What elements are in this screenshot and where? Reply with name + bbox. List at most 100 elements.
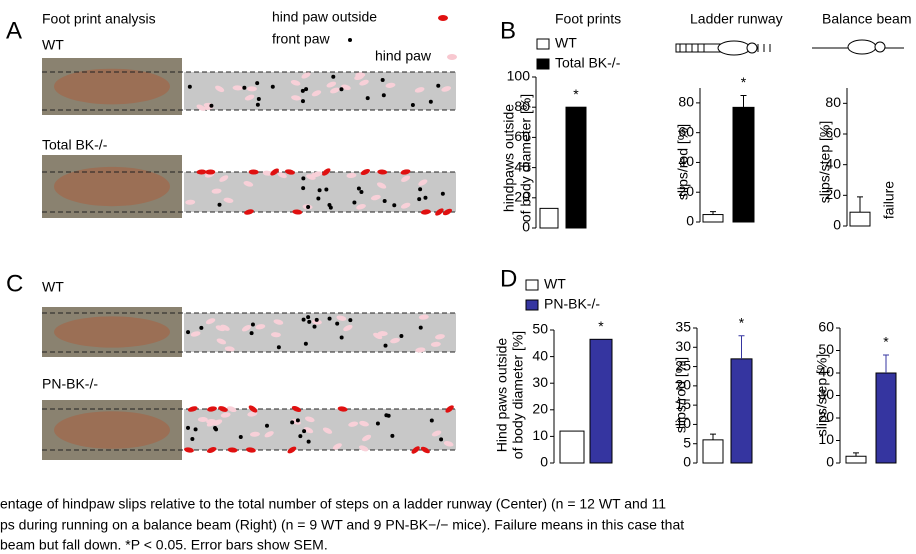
hind-paw-print — [246, 86, 257, 92]
annotation: * — [741, 74, 747, 90]
front-paw-print — [209, 103, 214, 108]
hind-paw-print — [211, 188, 222, 194]
hind-paw-print — [435, 334, 445, 340]
front-paw-print — [306, 439, 311, 444]
hind-paw-print — [244, 94, 255, 101]
y-tick-label: 40 — [678, 153, 694, 169]
hind-paw-print — [330, 87, 340, 94]
legend-icon — [348, 38, 352, 42]
caption-line: beam but fall down. *P < 0.05. Error bar… — [0, 537, 328, 553]
outside-paw-print — [445, 405, 454, 413]
front-paw-print — [392, 203, 397, 208]
y-tick-label: 0 — [833, 217, 841, 233]
hind-paw-print — [290, 80, 301, 86]
front-paw-print — [217, 202, 222, 207]
front-paw-print — [348, 318, 353, 323]
hind-paw-print — [223, 197, 234, 203]
outside-paw-print — [206, 447, 217, 453]
chart-title: Balance beam — [822, 11, 912, 27]
hind-paw-print — [377, 331, 388, 337]
front-paw-print — [249, 331, 254, 336]
front-paw-print — [382, 199, 387, 204]
y-tick-label: 5 — [683, 434, 691, 450]
hind-paw-print — [370, 194, 381, 201]
y-tick-label: 50 — [818, 341, 834, 357]
hind-paw-print — [415, 347, 426, 353]
outside-paw-print — [337, 406, 348, 412]
front-paw-print — [352, 200, 357, 205]
group-label: WT — [42, 279, 64, 295]
y-tick-label: 40 — [825, 155, 841, 171]
ladder-icon — [675, 40, 771, 56]
y-axis-label: of body diameter [%] — [510, 331, 526, 459]
y-tick-label: 60 — [825, 125, 841, 141]
hind-paw-print — [220, 412, 231, 418]
y-tick-label: 50 — [532, 321, 548, 337]
hind-paw-print — [401, 175, 411, 182]
hind-paw-print — [343, 324, 353, 332]
annotation: failure — [881, 181, 897, 219]
front-paw-print — [186, 330, 191, 335]
annotation: * — [573, 86, 579, 102]
hind-paw-print — [277, 172, 287, 179]
outside-paw-print — [196, 169, 207, 175]
mouse-body — [54, 166, 170, 207]
front-paw-print — [386, 413, 391, 418]
y-tick-label: 0 — [683, 454, 691, 470]
outside-paw-print — [244, 209, 254, 215]
legend-label: Total BK-/- — [555, 55, 621, 71]
y-tick-label: 40 — [514, 158, 530, 174]
hind-paw-print — [322, 427, 333, 434]
y-tick-label: 15 — [675, 396, 691, 412]
y-tick-label: 20 — [818, 409, 834, 425]
outside-paw-print — [227, 447, 238, 453]
hind-paw-print — [255, 324, 266, 330]
hind-paw-print — [220, 324, 230, 331]
front-paw-print — [270, 84, 275, 89]
front-paw-print — [423, 195, 428, 200]
front-paw-print — [213, 425, 218, 430]
hind-paw-print — [385, 82, 396, 88]
front-paw-print — [199, 325, 204, 330]
y-tick-label: 10 — [532, 427, 548, 443]
front-paw-print — [417, 197, 422, 202]
y-tick-label: 20 — [675, 377, 691, 393]
bar — [702, 439, 724, 464]
outside-paw-print — [207, 406, 217, 412]
y-tick-label: 60 — [818, 319, 834, 335]
annotation: * — [598, 318, 604, 334]
hind-paw-print — [215, 85, 225, 93]
front-paw-print — [317, 188, 322, 193]
y-tick-label: 40 — [818, 364, 834, 380]
hind-paw-print — [400, 202, 411, 209]
front-paw-print — [429, 418, 434, 423]
front-paw-print — [255, 102, 260, 107]
group-label: Total BK-/- — [42, 137, 108, 153]
front-paw-print — [301, 317, 306, 322]
front-paw-print — [418, 325, 423, 330]
legend-icon — [447, 54, 457, 60]
y-axis-label: of body diameter [%] — [518, 94, 534, 222]
front-paw-print — [312, 324, 317, 329]
hind-paw-print — [190, 331, 201, 337]
front-paw-print — [339, 335, 344, 340]
outside-paw-print — [400, 169, 411, 175]
front-paw-print — [193, 427, 198, 432]
hind-paw-print — [303, 427, 314, 434]
bar — [875, 372, 897, 464]
front-paw-print — [327, 316, 332, 321]
y-tick-label: 0 — [686, 213, 694, 229]
annotation: * — [883, 334, 889, 350]
outside-paw-print — [187, 406, 198, 412]
chart-title: Foot prints — [555, 11, 621, 27]
y-tick-label: 20 — [678, 183, 694, 199]
y-tick-label: 10 — [818, 431, 834, 447]
hind-paw-print — [431, 430, 442, 437]
hind-paw-print — [249, 431, 260, 437]
y-tick-label: 30 — [532, 374, 548, 390]
hind-paw-print — [270, 332, 281, 338]
legend-label: hind paw outside — [272, 9, 377, 25]
y-tick-label: 30 — [818, 386, 834, 402]
y-axis-label: slips/rod [%] — [673, 357, 689, 433]
hind-paw-print — [227, 406, 237, 413]
